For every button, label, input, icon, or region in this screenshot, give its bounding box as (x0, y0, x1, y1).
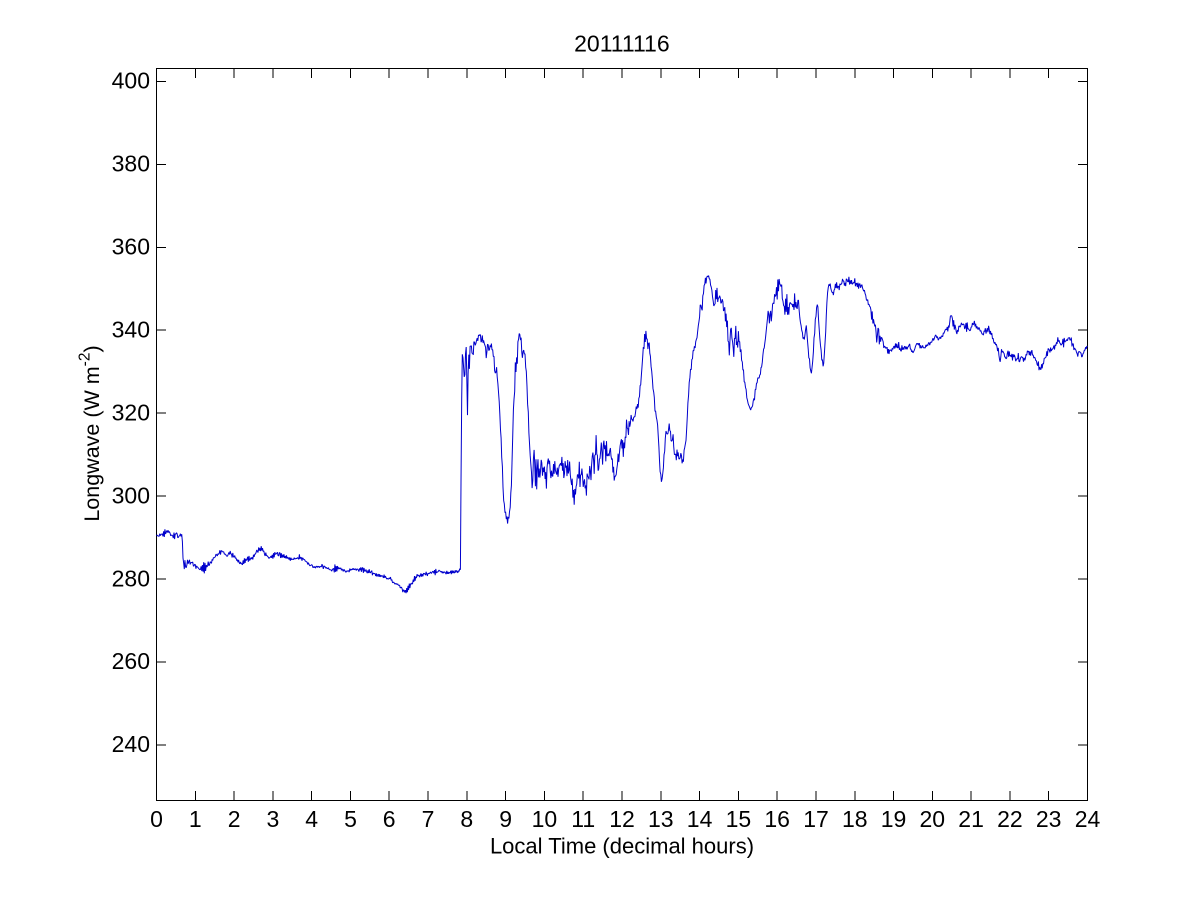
svg-text:400: 400 (112, 68, 150, 94)
svg-text:280: 280 (112, 565, 150, 591)
svg-text:5: 5 (344, 806, 357, 832)
svg-text:300: 300 (112, 482, 150, 508)
svg-text:4: 4 (305, 806, 318, 832)
svg-text:16: 16 (764, 806, 790, 832)
svg-text:1: 1 (189, 806, 202, 832)
svg-text:380: 380 (112, 151, 150, 177)
svg-text:15: 15 (726, 806, 752, 832)
svg-text:21: 21 (958, 806, 984, 832)
svg-text:9: 9 (499, 806, 512, 832)
svg-text:13: 13 (648, 806, 674, 832)
svg-text:2: 2 (228, 806, 241, 832)
svg-text:6: 6 (383, 806, 396, 832)
svg-text:23: 23 (1036, 806, 1062, 832)
svg-text:14: 14 (687, 806, 713, 832)
svg-text:20111116: 20111116 (574, 31, 670, 57)
svg-text:7: 7 (422, 806, 435, 832)
svg-text:360: 360 (112, 234, 150, 260)
svg-text:Local Time (decimal hours): Local Time (decimal hours) (490, 834, 754, 859)
svg-text:0: 0 (150, 806, 163, 832)
svg-text:260: 260 (112, 648, 150, 674)
svg-text:240: 240 (112, 731, 150, 757)
svg-text:3: 3 (267, 806, 280, 832)
svg-text:18: 18 (842, 806, 868, 832)
svg-text:22: 22 (997, 806, 1023, 832)
svg-text:Longwave (W m-2): Longwave (W m-2) (77, 345, 105, 521)
svg-text:12: 12 (609, 806, 635, 832)
svg-text:320: 320 (112, 399, 150, 425)
svg-text:10: 10 (532, 806, 558, 832)
svg-text:19: 19 (881, 806, 907, 832)
svg-text:11: 11 (571, 806, 595, 832)
svg-text:17: 17 (803, 806, 829, 832)
svg-text:20: 20 (920, 806, 946, 832)
svg-text:340: 340 (112, 316, 150, 342)
svg-text:24: 24 (1075, 806, 1101, 832)
svg-text:8: 8 (460, 806, 473, 832)
